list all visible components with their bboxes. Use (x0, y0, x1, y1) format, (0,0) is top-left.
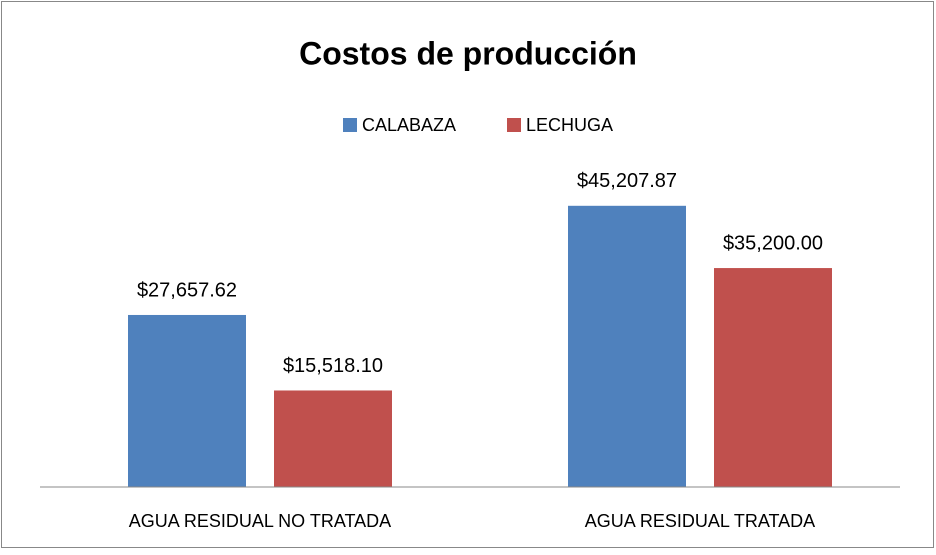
data-label: $45,207.87 (577, 170, 677, 192)
legend-label: CALABAZA (362, 115, 456, 135)
chart-title: Costos de producción (299, 35, 637, 71)
legend-swatch (343, 118, 357, 132)
x-tick-label: AGUA RESIDUAL TRATADA (585, 511, 815, 531)
bar (128, 314, 246, 487)
data-label: $15,518.10 (283, 355, 383, 377)
data-label: $35,200.00 (723, 232, 823, 254)
data-label: $27,657.62 (137, 279, 237, 301)
legend-swatch (507, 118, 521, 132)
bar (714, 268, 832, 487)
bar (568, 205, 686, 487)
legend-label: LECHUGA (526, 115, 613, 135)
x-tick-label: AGUA RESIDUAL NO TRATADA (129, 511, 391, 531)
bar (274, 390, 392, 487)
